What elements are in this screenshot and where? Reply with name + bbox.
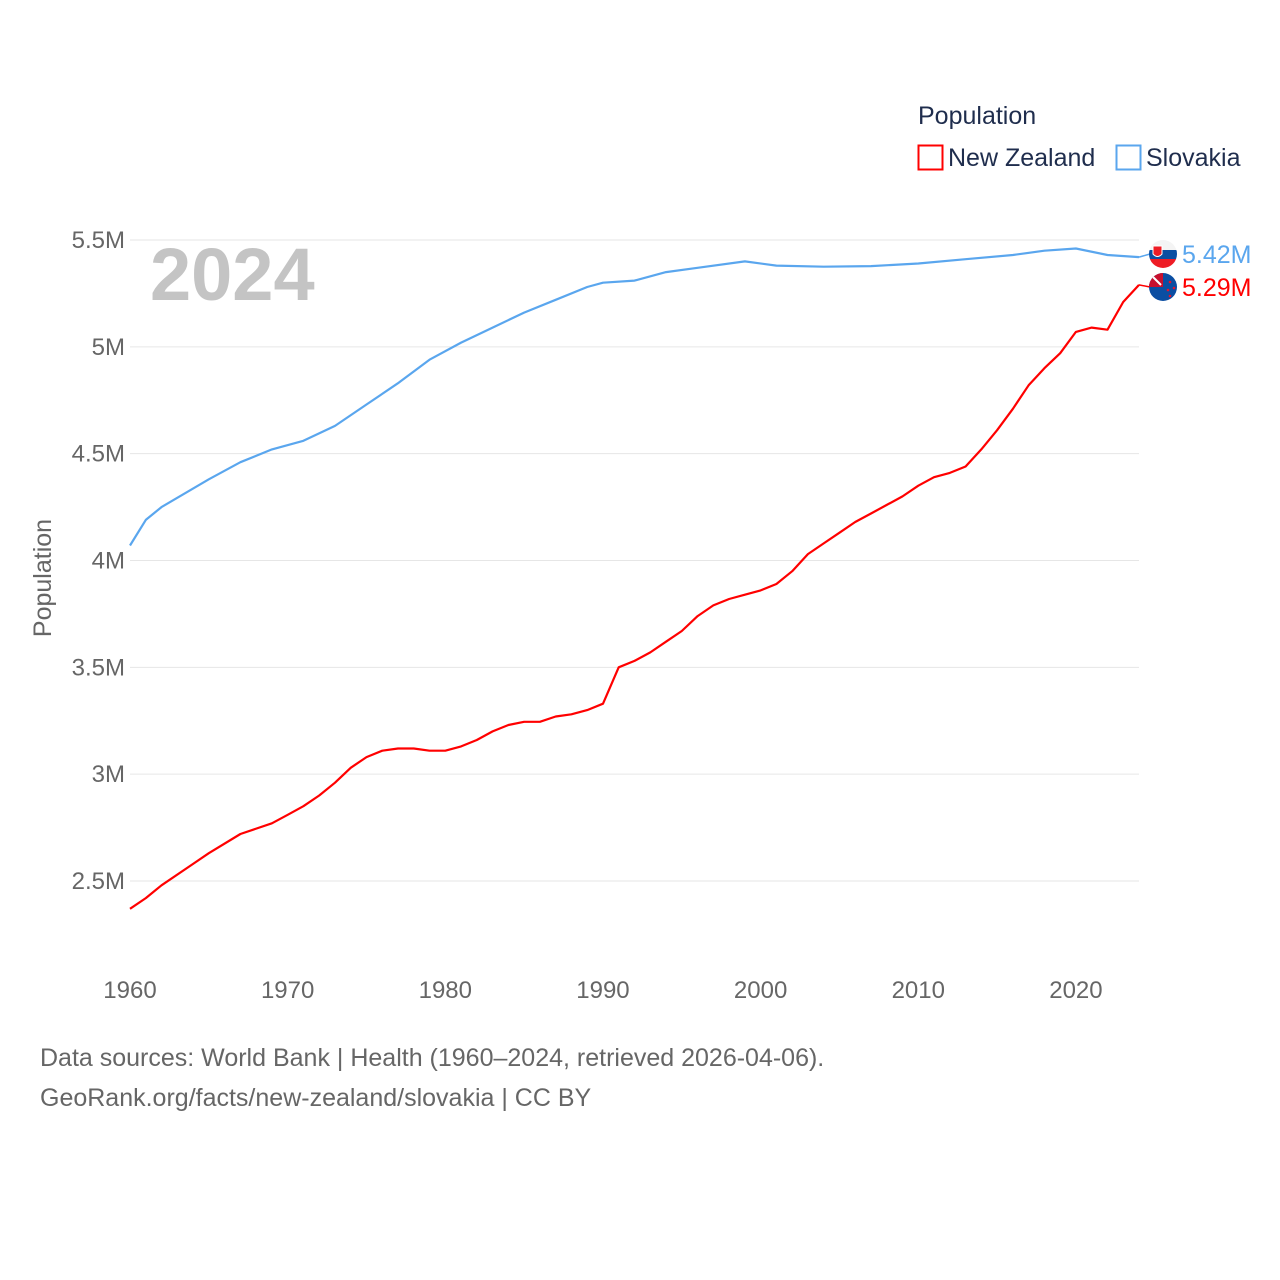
y-tick-label: 5.5M — [72, 227, 125, 254]
legend-label-slovakia: Slovakia — [1146, 144, 1241, 172]
y-tick-label: 5M — [92, 334, 125, 361]
end-connector — [1138, 284, 1151, 288]
series-line-slovakia — [129, 247, 1140, 547]
x-tick-labels: 1960 1970 1980 1990 2000 2010 2020 — [103, 977, 1102, 1004]
year-watermark: 2024 — [150, 233, 315, 316]
x-tick-label: 1960 — [103, 977, 156, 1004]
y-tick-labels: 2.5M 3M 3.5M 4M 4.5M 5M 5.5M — [72, 227, 125, 895]
series-lines — [129, 247, 1140, 910]
x-tick-label: 2010 — [892, 977, 945, 1004]
legend-item-new-zealand[interactable]: New Zealand — [917, 144, 1096, 172]
end-labels: 5.29M 5.42M — [1138, 240, 1251, 302]
x-tick-label: 1980 — [419, 977, 472, 1004]
y-axis-title: Population — [29, 519, 57, 637]
x-tick-label: 2000 — [734, 977, 787, 1004]
end-label-slovakia: 5.42M — [1182, 241, 1251, 269]
end-label-new-zealand: 5.29M — [1182, 274, 1251, 302]
footer-attribution[interactable]: GeoRank.org/facts/new-zealand/slovakia |… — [40, 1084, 592, 1112]
legend-label-new-zealand: New Zealand — [948, 144, 1095, 172]
new-zealand-flag-icon — [1149, 273, 1177, 301]
legend: Population New Zealand Slovakia — [917, 102, 1241, 172]
legend-title: Population — [918, 102, 1036, 130]
grid-lines — [130, 239, 1139, 882]
x-tick-label: 2020 — [1049, 977, 1102, 1004]
x-tick-label: 1970 — [261, 977, 314, 1004]
y-tick-label: 4.5M — [72, 441, 125, 468]
x-tick-label: 1990 — [576, 977, 629, 1004]
series-line-new-zealand — [129, 284, 1140, 910]
legend-item-slovakia[interactable]: Slovakia — [1115, 144, 1241, 172]
y-tick-label: 3M — [92, 761, 125, 788]
y-tick-label: 2.5M — [72, 868, 125, 895]
slovakia-flag-icon — [1149, 240, 1177, 268]
footer-sources: Data sources: World Bank | Health (1960–… — [40, 1044, 825, 1072]
y-tick-label: 3.5M — [72, 654, 125, 681]
end-connector — [1138, 253, 1151, 258]
legend-swatch-slovakia — [1115, 144, 1142, 171]
legend-swatch-new-zealand — [917, 144, 944, 171]
y-tick-label: 4M — [92, 548, 125, 575]
